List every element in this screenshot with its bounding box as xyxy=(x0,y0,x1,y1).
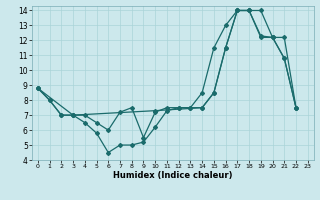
X-axis label: Humidex (Indice chaleur): Humidex (Indice chaleur) xyxy=(113,171,233,180)
